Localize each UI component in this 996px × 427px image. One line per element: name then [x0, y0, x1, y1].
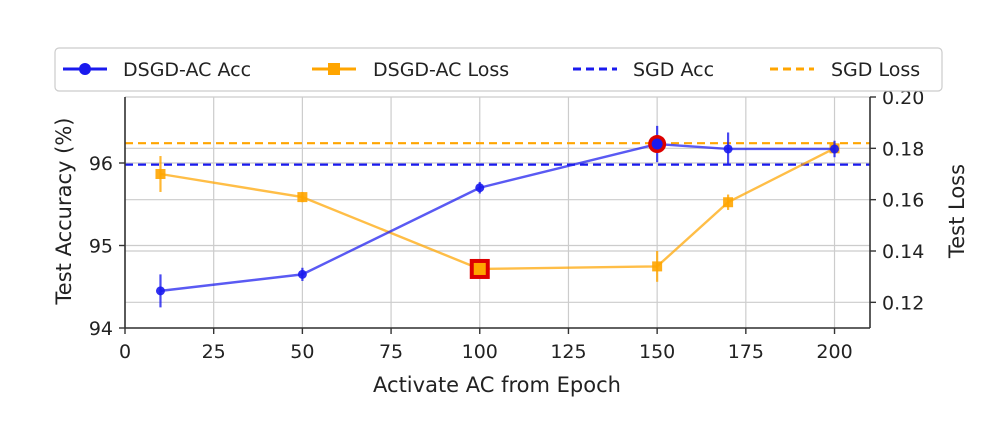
x-tick-label: 200: [816, 341, 852, 363]
ticks: 0 25 50 75 100 125 150 175 200 94 95 96 0.12 0.14 0.16…: [89, 87, 925, 363]
legend-swatch-marker-circle: [79, 63, 91, 75]
dsgd-ac-loss-point-highlighted: [473, 262, 486, 275]
dsgd-ac-acc-point: [723, 144, 733, 154]
dsgd-ac-acc-point: [475, 183, 485, 193]
series: [155, 125, 840, 308]
y-left-tick-label: 95: [89, 236, 113, 258]
dsgd-ac-loss-line: [160, 147, 836, 271]
grid: [124, 96, 870, 329]
y-axis-left-label: Test Accuracy (%): [52, 118, 76, 306]
dsgd-ac-acc-line: [160, 142, 835, 293]
y-right-tick-label: 0.18: [882, 138, 924, 160]
y-right-tick-label: 0.20: [882, 87, 924, 109]
dsgd-ac-loss-point: [723, 197, 734, 208]
x-tick-label: 150: [639, 341, 675, 363]
y-axis-right-label: Test Loss: [945, 164, 969, 259]
x-tick-label: 0: [119, 341, 131, 363]
legend-entry-sgd-loss: SGD Loss: [770, 59, 920, 81]
x-axis-label: Activate AC from Epoch: [373, 373, 621, 397]
legend-label: DSGD-AC Loss: [373, 59, 509, 81]
dsgd-ac-loss-point: [155, 169, 166, 179]
x-tick-label: 25: [202, 341, 226, 363]
legend: DSGD-AC Acc DSGD-AC Loss SGD Acc SGD Los…: [54, 47, 943, 92]
dsgd-ac-acc-point: [155, 286, 165, 296]
axes-frame: [124, 97, 871, 329]
y-right-tick-label: 0.12: [882, 292, 924, 314]
legend-label: SGD Acc: [633, 59, 714, 81]
y-right-tick-label: 0.16: [882, 190, 924, 212]
legend-entry-dsgd-ac-acc: DSGD-AC Acc: [63, 59, 251, 81]
x-tick-label: 125: [550, 341, 586, 363]
dsgd-ac-loss-point: [652, 261, 663, 272]
y-left-tick-label: 96: [89, 153, 113, 175]
reference-lines: [125, 142, 870, 166]
legend-entry-dsgd-ac-loss: DSGD-AC Loss: [312, 59, 509, 81]
legend-entry-sgd-acc: SGD Acc: [573, 59, 714, 81]
x-tick-label: 175: [728, 341, 764, 363]
legend-swatch-marker-square: [328, 63, 340, 75]
legend-box: [54, 47, 943, 92]
y-left-tick-label: 94: [89, 318, 113, 340]
x-tick-label: 50: [290, 341, 314, 363]
legend-label: SGD Loss: [831, 59, 920, 81]
y-right-tick-label: 0.14: [882, 241, 924, 263]
dsgd-ac-acc-point: [297, 269, 307, 279]
dsgd-ac-loss-point: [297, 192, 308, 203]
x-tick-label: 75: [379, 341, 403, 363]
legend-label: DSGD-AC Acc: [123, 59, 251, 81]
dsgd-ac-acc-point: [830, 144, 840, 154]
x-tick-label: 100: [462, 341, 498, 363]
dsgd-ac-acc-point-highlighted: [651, 138, 663, 150]
